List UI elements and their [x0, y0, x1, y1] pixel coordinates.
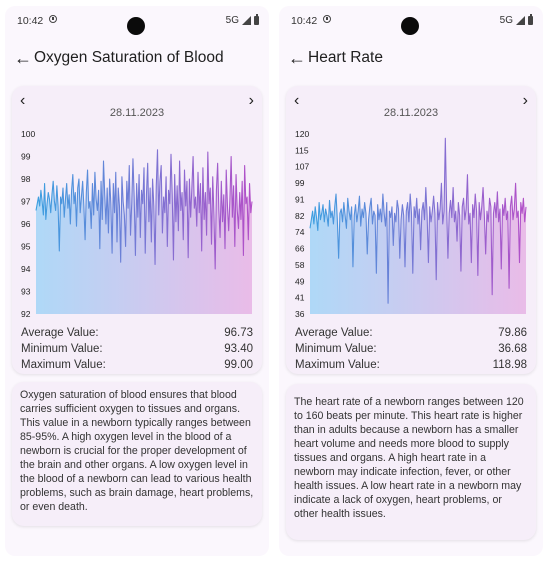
maximum-row: Maximum Value: 118.98 — [295, 357, 527, 373]
network-type: 5G — [225, 15, 239, 26]
status-time: 10:42 — [17, 15, 44, 27]
maximum-value: 99.00 — [224, 359, 253, 371]
average-row: Average Value: 96.73 — [21, 325, 253, 341]
y-tick-label: 94 — [21, 264, 31, 274]
previous-day-chevron-icon[interactable]: ‹ — [20, 92, 26, 109]
app-bar: ← Heart Rate — [279, 46, 543, 72]
y-tick-label: 82 — [295, 211, 305, 221]
status-bar: 10:42 5G — [279, 12, 543, 35]
network-type: 5G — [499, 15, 513, 26]
y-tick-label: 58 — [295, 260, 305, 270]
signal-icon — [242, 16, 251, 25]
description-text: Oxygen saturation of blood ensures that … — [20, 389, 254, 513]
heart-rate-screen: 10:42 5G ← Heart Rate ‹ › 28.11.2023 120… — [279, 6, 543, 556]
next-day-chevron-icon[interactable]: › — [522, 92, 528, 109]
y-tick-label: 96 — [21, 219, 31, 229]
camera-notification-icon — [49, 15, 57, 23]
y-tick-label: 97 — [21, 197, 31, 207]
average-value: 79.86 — [498, 327, 527, 339]
heart-rate-chart: 120 115 107 99 91 82 74 66 58 49 41 36 — [295, 129, 527, 319]
y-tick-label: 36 — [295, 309, 305, 319]
page-title: Heart Rate — [308, 49, 383, 66]
camera-punch-hole — [127, 17, 145, 35]
y-tick-label: 91 — [295, 194, 305, 204]
y-tick-label: 49 — [295, 276, 305, 286]
y-tick-label: 120 — [295, 129, 309, 139]
battery-icon — [254, 14, 259, 25]
camera-notification-icon — [323, 15, 331, 23]
average-label: Average Value: — [21, 327, 99, 339]
maximum-row: Maximum Value: 99.00 — [21, 357, 253, 373]
chart-series-line — [309, 137, 527, 304]
y-tick-label: 95 — [21, 242, 31, 252]
maximum-label: Maximum Value: — [21, 359, 106, 371]
y-tick-label: 93 — [21, 287, 31, 297]
y-tick-label: 99 — [295, 178, 305, 188]
minimum-label: Minimum Value: — [295, 343, 377, 355]
minimum-value: 36.68 — [498, 343, 527, 355]
oxygen-saturation-chart: 100 99 98 97 96 95 94 93 92 — [21, 129, 253, 319]
next-day-chevron-icon[interactable]: › — [248, 92, 254, 109]
page-title: Oxygen Saturation of Blood — [34, 49, 224, 66]
back-arrow-icon[interactable]: ← — [14, 48, 32, 68]
minimum-value: 93.40 — [224, 343, 253, 355]
y-tick-label: 107 — [295, 162, 309, 172]
y-tick-label: 115 — [295, 145, 309, 155]
previous-day-chevron-icon[interactable]: ‹ — [294, 92, 300, 109]
maximum-value: 118.98 — [492, 359, 527, 371]
maximum-label: Maximum Value: — [295, 359, 380, 371]
chart-area-fill — [310, 138, 526, 314]
back-arrow-icon[interactable]: ← — [288, 48, 306, 68]
camera-punch-hole — [401, 17, 419, 35]
y-tick-label: 66 — [295, 244, 305, 254]
app-bar: ← Oxygen Saturation of Blood — [5, 46, 269, 72]
minimum-label: Minimum Value: — [21, 343, 103, 355]
date-label: 28.11.2023 — [383, 107, 439, 119]
average-value: 96.73 — [224, 327, 253, 339]
description-card: The heart rate of a newborn ranges betwe… — [286, 384, 536, 540]
stats-panel: Average Value: 79.86 Minimum Value: 36.6… — [295, 325, 527, 373]
average-row: Average Value: 79.86 — [295, 325, 527, 341]
description-text: The heart rate of a newborn ranges betwe… — [294, 396, 524, 520]
y-tick-label: 74 — [295, 227, 305, 237]
minimum-row: Minimum Value: 93.40 — [21, 341, 253, 357]
stats-panel: Average Value: 96.73 Minimum Value: 93.4… — [21, 325, 253, 373]
status-time: 10:42 — [291, 15, 318, 27]
chart-card: ‹ › 28.11.2023 100 99 98 97 96 95 94 93 92 Avera… — [12, 86, 262, 374]
oxygen-saturation-screen: 10:42 5G ← Oxygen Saturation of Blood ‹ … — [5, 6, 269, 556]
status-bar: 10:42 5G — [5, 12, 269, 35]
date-label: 28.11.2023 — [109, 107, 165, 119]
average-label: Average Value: — [295, 327, 373, 339]
description-card: Oxygen saturation of blood ensures that … — [12, 382, 262, 526]
y-tick-label: 99 — [21, 152, 31, 162]
battery-icon — [528, 14, 533, 25]
minimum-row: Minimum Value: 36.68 — [295, 341, 527, 357]
y-tick-label: 98 — [21, 174, 31, 184]
chart-series-line — [35, 149, 253, 270]
y-tick-label: 41 — [295, 293, 305, 303]
y-tick-label: 100 — [21, 129, 35, 139]
signal-icon — [516, 16, 525, 25]
y-tick-label: 92 — [21, 309, 31, 319]
chart-card: ‹ › 28.11.2023 120 115 107 99 91 82 74 66 58 49 41… — [286, 86, 536, 374]
